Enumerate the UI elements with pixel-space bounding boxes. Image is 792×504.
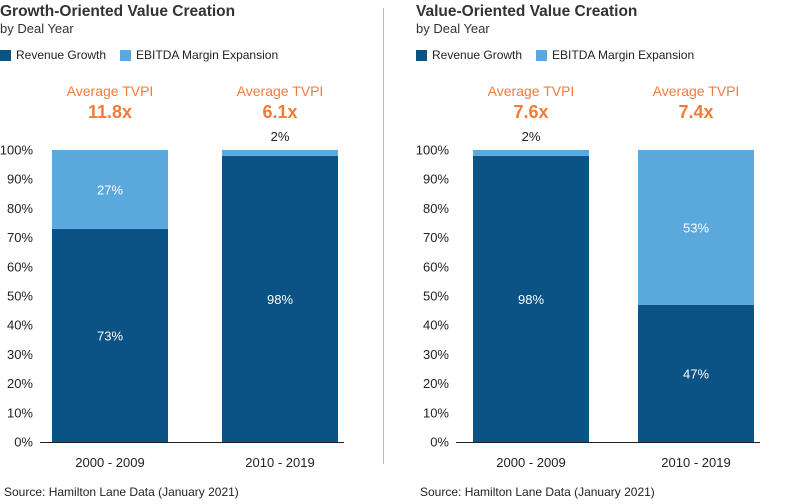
y-tick-label: 80% — [423, 201, 449, 216]
chart-panel-value: Value-Oriented Value Creation by Deal Ye… — [416, 0, 792, 504]
tvpi-header-label: Average TVPI — [237, 83, 324, 99]
data-label: 27% — [97, 182, 123, 197]
data-label: 73% — [97, 328, 123, 343]
tvpi-header-label: Average TVPI — [653, 83, 740, 99]
tvpi-value: 6.1x — [262, 102, 297, 122]
y-tick-label: 90% — [423, 172, 449, 187]
chart-subtitle: by Deal Year — [416, 21, 490, 36]
legend-label: EBITDA Margin Expansion — [552, 48, 695, 62]
data-label: 2% — [271, 129, 290, 144]
data-label: 98% — [267, 292, 293, 307]
y-tick-label: 70% — [7, 230, 33, 245]
y-tick-label: 50% — [423, 289, 449, 304]
y-tick-label: 30% — [7, 347, 33, 362]
x-tick-label: 2010 - 2019 — [661, 455, 730, 470]
y-tick-label: 0% — [14, 435, 33, 450]
y-tick-label: 60% — [423, 259, 449, 274]
x-tick-label: 2000 - 2009 — [75, 455, 144, 470]
tvpi-value: 7.6x — [513, 102, 548, 122]
tvpi-header-label: Average TVPI — [67, 83, 154, 99]
data-label: 47% — [683, 366, 709, 381]
legend-item-revenue: Revenue Growth — [0, 48, 106, 62]
chart-title: Growth-Oriented Value Creation — [0, 3, 236, 20]
bar-segment-ebitda — [222, 150, 338, 156]
chart-legend: Revenue Growth EBITDA Margin Expansion — [0, 48, 292, 62]
legend-label: Revenue Growth — [16, 48, 107, 62]
stacked-bar-chart-value: 0% 10% 20% 30% 40% 50% 60% 70% 80% 90% 100% 98% 2% Av… — [416, 83, 760, 470]
legend-item-ebitda: EBITDA Margin Expansion — [120, 48, 278, 62]
data-label: 53% — [683, 220, 709, 235]
chart-title: Value-Oriented Value Creation — [416, 3, 638, 20]
tvpi-value: 7.4x — [678, 102, 713, 122]
legend-label: Revenue Growth — [432, 48, 523, 62]
y-tick-label: 0% — [430, 435, 449, 450]
y-tick-label: 70% — [423, 230, 449, 245]
legend-swatch-revenue — [0, 49, 11, 61]
x-tick-label: 2000 - 2009 — [496, 455, 565, 470]
bar-segment-revenue — [473, 155, 589, 442]
y-tick-label: 50% — [7, 289, 33, 304]
stacked-bar-chart-growth: 0% 10% 20% 30% 40% 50% 60% 70% 80% 90% 100% 73% 27% A… — [0, 83, 344, 470]
bar-segment-ebitda — [52, 150, 168, 229]
tvpi-header-label: Average TVPI — [488, 83, 575, 99]
bar-segment-revenue — [222, 155, 338, 442]
y-tick-label: 100% — [0, 143, 33, 158]
legend-label: EBITDA Margin Expansion — [136, 48, 279, 62]
y-tick-label: 60% — [7, 259, 33, 274]
y-tick-label: 40% — [423, 318, 449, 333]
y-tick-label: 40% — [7, 318, 33, 333]
legend-swatch-ebitda — [120, 49, 132, 61]
bar-segment-revenue — [638, 304, 754, 442]
source-note: Source: Hamilton Lane Data (January 2021… — [420, 485, 655, 499]
x-tick-label: 2010 - 2019 — [245, 455, 314, 470]
y-tick-label: 90% — [7, 172, 33, 187]
legend-swatch-revenue — [416, 49, 427, 61]
tvpi-value: 11.8x — [88, 102, 132, 122]
data-label: 98% — [518, 292, 544, 307]
bar-segment-ebitda — [638, 150, 754, 305]
y-tick-label: 10% — [7, 405, 33, 420]
legend-item-ebitda: EBITDA Margin Expansion — [536, 48, 694, 62]
bar-segment-revenue — [52, 228, 168, 442]
y-tick-label: 20% — [423, 376, 449, 391]
chart-legend: Revenue Growth EBITDA Margin Expansion — [416, 48, 708, 62]
chart-panel-growth: Growth-Oriented Value Creation by Deal Y… — [0, 0, 384, 504]
chart-subtitle: by Deal Year — [0, 21, 74, 36]
data-label: 2% — [522, 129, 541, 144]
y-tick-label: 10% — [423, 405, 449, 420]
y-tick-label: 30% — [423, 347, 449, 362]
legend-item-revenue: Revenue Growth — [416, 48, 522, 62]
source-note: Source: Hamilton Lane Data (January 2021… — [4, 485, 239, 499]
y-tick-label: 100% — [416, 143, 450, 158]
y-tick-label: 80% — [7, 201, 33, 216]
y-tick-label: 20% — [7, 376, 33, 391]
panel-divider — [383, 8, 384, 464]
bar-segment-ebitda — [473, 150, 589, 156]
legend-swatch-ebitda — [536, 49, 548, 61]
